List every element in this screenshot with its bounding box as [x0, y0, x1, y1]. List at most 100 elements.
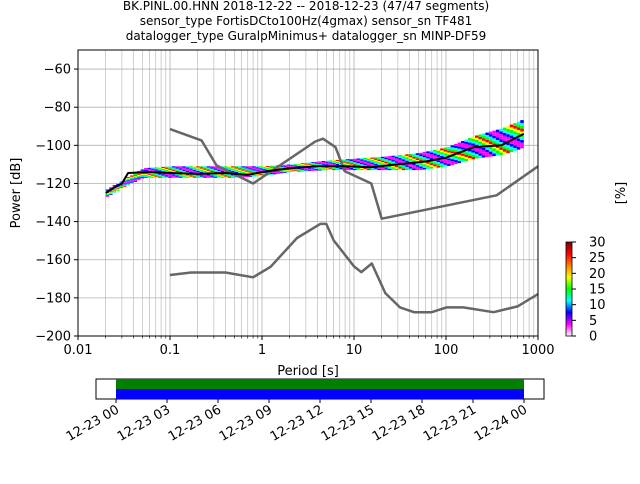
pdf-cell	[454, 162, 458, 165]
pdf-cell	[447, 148, 451, 151]
pdf-cell	[478, 136, 482, 140]
pdf-cell	[307, 163, 312, 165]
pdf-cell	[213, 174, 218, 176]
pdf-cell	[408, 160, 413, 163]
pdf-cell	[262, 168, 266, 170]
pdf-cell	[468, 151, 472, 154]
pdf-cell	[290, 168, 294, 170]
pdf-cell	[426, 153, 430, 155]
pdf-cell	[307, 167, 312, 169]
pdf-cell	[258, 174, 263, 176]
pdf-cell	[307, 165, 312, 166]
pdf-cell	[474, 135, 479, 138]
pdf-cell	[206, 176, 211, 178]
pdf-cell	[485, 147, 489, 150]
pdf-cell	[346, 160, 350, 162]
pdf-cell	[461, 141, 465, 144]
pdf-cell	[454, 147, 458, 150]
pdf-cell	[433, 157, 437, 159]
pdf-cell	[318, 163, 322, 165]
pdf-cell	[196, 170, 200, 173]
pdf-cell	[412, 168, 416, 171]
pdf-cell	[405, 159, 409, 161]
pdf-cell	[140, 176, 145, 178]
pdf-cell	[238, 168, 242, 170]
pdf-cell	[300, 169, 305, 171]
pdf-cell	[360, 163, 364, 165]
pdf-cell	[203, 169, 207, 171]
pdf-cell	[398, 159, 402, 162]
pdf-cell	[387, 158, 392, 161]
pdf-cell	[363, 168, 367, 171]
pdf-cell	[182, 174, 186, 176]
pdf-cell	[415, 153, 420, 155]
colorbar-tick-label: 20	[589, 267, 606, 282]
pdf-cell	[293, 164, 298, 166]
pdf-cell	[286, 169, 291, 171]
pdf-cell	[506, 128, 510, 132]
pdf-cell	[217, 176, 221, 178]
pdf-cell	[488, 154, 493, 157]
pdf-cell	[349, 169, 354, 171]
pdf-cell	[433, 149, 437, 152]
pdf-cell	[314, 164, 319, 166]
pdf-cell	[293, 171, 298, 172]
pdf-cell	[474, 151, 479, 154]
pdf-cell	[443, 155, 448, 158]
pdf-cell	[468, 155, 472, 159]
pdf-cell	[241, 168, 246, 170]
pdf-cell	[300, 163, 305, 165]
pdf-cell	[478, 134, 482, 137]
pdf-cell	[265, 169, 270, 171]
pdf-cell	[426, 165, 430, 168]
pdf-cell	[178, 169, 183, 171]
pdf-cell	[283, 169, 287, 171]
pdf-cell	[133, 176, 138, 178]
pdf-cell	[168, 169, 172, 171]
pdf-cell	[415, 158, 420, 160]
pdf-cell	[443, 149, 448, 152]
pdf-cell	[185, 175, 190, 177]
pdf-cell	[502, 143, 507, 147]
pdf-cell	[196, 176, 200, 178]
pdf-cell	[203, 166, 207, 168]
colorbar-tick-label: 25	[589, 251, 606, 266]
pdf-cell	[387, 167, 392, 169]
pdf-cell	[440, 163, 444, 166]
y-tick-label: −120	[35, 177, 71, 192]
pdf-cell	[384, 167, 388, 169]
pdf-cell	[137, 178, 141, 180]
pdf-cell	[318, 168, 322, 170]
pdf-cell	[255, 171, 259, 173]
pdf-cell	[112, 191, 117, 192]
pdf-cell	[119, 187, 124, 188]
pdf-cell	[513, 134, 517, 137]
pdf-cell	[286, 166, 291, 168]
pdf-cell	[234, 169, 239, 171]
pdf-cell	[154, 175, 158, 177]
pdf-cell	[422, 155, 427, 158]
pdf-cell	[464, 156, 469, 160]
pdf-cell	[436, 162, 441, 164]
pdf-cell	[192, 175, 197, 177]
timeline-tick-label: 12-23 12	[268, 402, 326, 444]
pdf-cell	[276, 171, 280, 173]
pdf-cell	[164, 173, 169, 175]
pdf-cell	[109, 194, 113, 195]
pdf-cell	[401, 156, 406, 158]
pdf-cell	[513, 148, 517, 151]
pdf-cell	[419, 152, 423, 155]
pdf-cell	[464, 146, 469, 149]
pdf-cell	[123, 183, 127, 185]
pdf-cell	[474, 146, 479, 150]
pdf-cell	[164, 171, 169, 173]
pdf-cell	[419, 157, 423, 160]
pdf-cell	[485, 149, 489, 153]
pdf-cell	[328, 163, 333, 165]
pdf-cell	[196, 166, 200, 168]
pdf-cell	[168, 167, 172, 169]
pdf-cell	[171, 174, 176, 176]
pdf-cell	[265, 166, 270, 167]
pdf-cell	[516, 141, 521, 145]
pdf-cell	[196, 172, 200, 174]
